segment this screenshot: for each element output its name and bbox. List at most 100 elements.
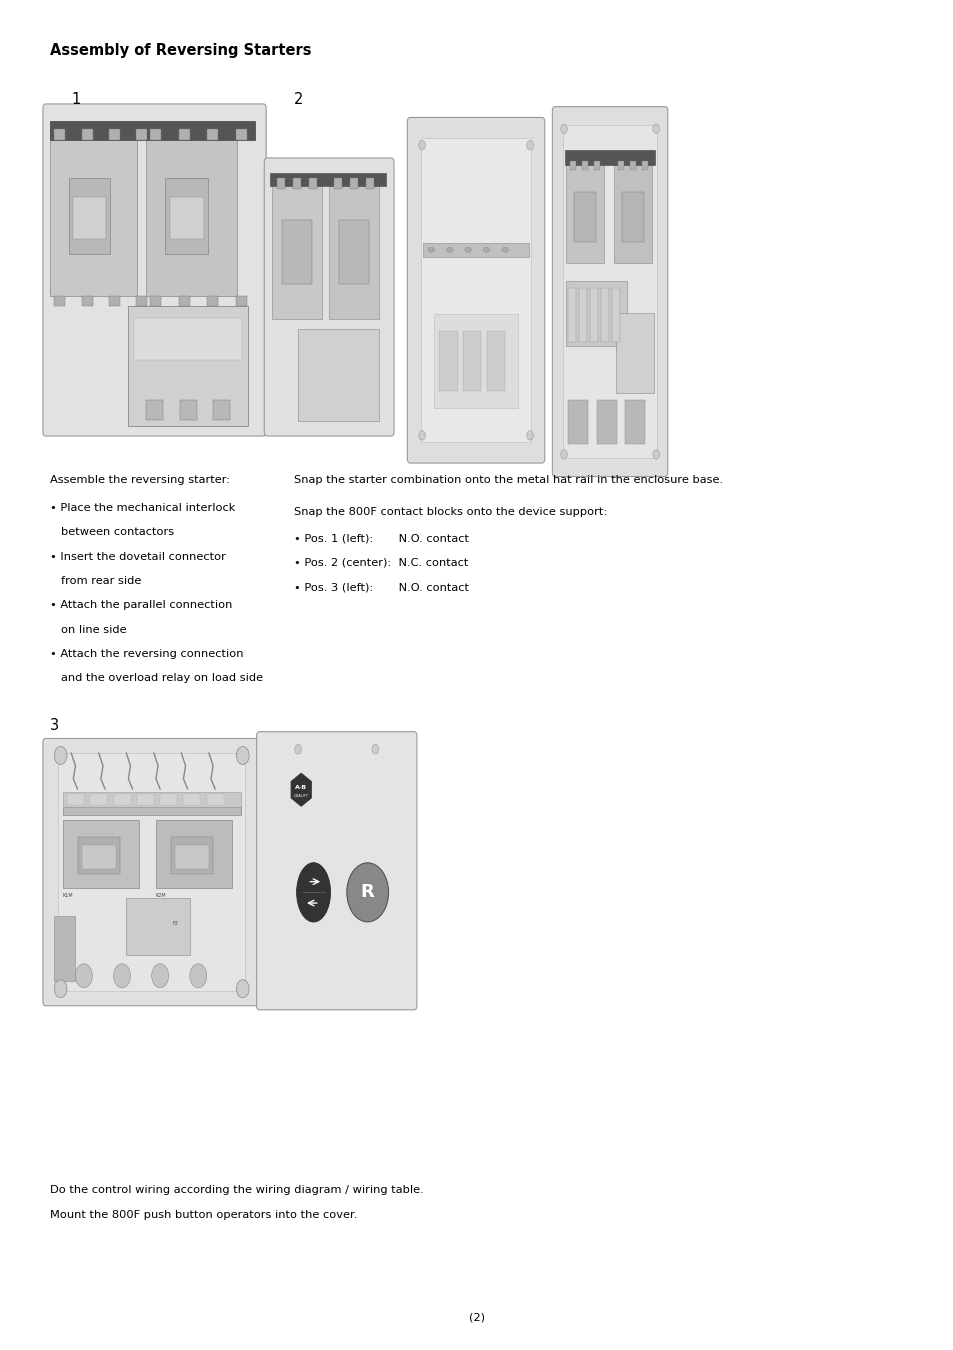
Bar [207,794,223,805]
Text: R: R [360,883,375,902]
Circle shape [652,124,659,134]
Bar [568,400,588,444]
Circle shape [372,744,378,755]
Bar [213,401,230,420]
Bar [282,220,312,284]
Bar [272,178,321,319]
Bar [621,192,643,243]
Bar [207,296,218,305]
Text: 2: 2 [294,92,303,107]
FancyBboxPatch shape [407,117,544,463]
Bar [578,288,586,343]
Ellipse shape [464,247,471,252]
Text: Snap the 800F contact blocks onto the device support:: Snap the 800F contact blocks onto the de… [294,506,606,517]
Circle shape [294,744,301,755]
Bar [67,794,84,805]
Text: Snap the starter combination onto the metal hat rail in the enclosure base.: Snap the starter combination onto the me… [294,475,722,485]
Circle shape [75,964,92,988]
Text: (2): (2) [469,1314,484,1323]
Circle shape [560,124,567,134]
Bar [78,837,120,875]
Bar [178,296,190,305]
Bar [235,130,247,140]
Bar [170,197,204,239]
Bar [51,127,137,296]
Bar [109,130,119,140]
Text: 3: 3 [50,718,59,733]
Bar [573,192,596,243]
Text: • Pos. 1 (left):       N.O. contact: • Pos. 1 (left): N.O. contact [294,533,468,544]
FancyBboxPatch shape [264,158,394,436]
Bar [150,130,161,140]
Bar [150,296,161,305]
Bar [562,126,657,458]
Circle shape [236,980,249,998]
Bar [235,296,247,305]
Bar [350,178,357,189]
Circle shape [526,140,533,150]
Bar [434,315,517,408]
Bar [82,296,92,305]
Circle shape [347,863,388,922]
Bar [82,845,116,869]
Bar [309,178,316,189]
Text: QUALITY: QUALITY [294,794,309,798]
Bar [178,130,190,140]
Bar [615,313,654,393]
Bar [276,178,285,189]
Bar [160,794,177,805]
Bar [174,845,209,869]
Text: F2: F2 [172,921,178,926]
Bar [438,331,457,392]
Text: from rear side: from rear side [61,576,141,586]
Bar [338,220,369,284]
Ellipse shape [428,247,435,252]
Bar [146,127,237,296]
Text: 1: 1 [71,92,81,107]
Bar [420,139,531,443]
Bar [180,401,196,420]
Circle shape [152,964,169,988]
Bar [564,150,655,165]
Bar [63,821,139,888]
Bar [69,178,110,254]
FancyBboxPatch shape [552,107,667,477]
Bar [171,837,213,875]
Bar [129,305,248,425]
Text: • Pos. 2 (center):  N.C. contact: • Pos. 2 (center): N.C. contact [294,558,468,568]
Bar [600,288,608,343]
Bar [207,130,218,140]
Circle shape [190,964,207,988]
Text: • Attach the reversing connection: • Attach the reversing connection [50,649,243,659]
Bar [486,331,504,392]
Bar [590,288,598,343]
Bar [365,178,374,189]
Bar [54,130,66,140]
Bar [597,400,616,444]
Bar [63,791,240,807]
Ellipse shape [296,863,331,922]
Bar [618,162,623,170]
Circle shape [54,747,67,764]
Bar [581,162,587,170]
Bar [297,329,378,421]
Text: • Attach the parallel connection: • Attach the parallel connection [50,601,232,610]
Bar [270,173,386,186]
Text: K2M: K2M [155,892,167,898]
Ellipse shape [446,247,453,252]
Bar [612,288,619,343]
Bar [135,296,147,305]
Bar [134,317,242,359]
Text: • Insert the dovetail connector: • Insert the dovetail connector [50,552,225,562]
Bar [569,162,576,170]
Ellipse shape [483,247,489,252]
Text: Do the control wiring according the wiring diagram / wiring table.: Do the control wiring according the wiri… [50,1185,423,1195]
Circle shape [236,747,249,764]
Text: A·B: A·B [294,784,307,790]
Bar [58,753,245,991]
Bar [113,794,131,805]
Text: • Place the mechanical interlock: • Place the mechanical interlock [50,504,234,513]
Bar [126,898,190,954]
Bar [329,178,378,319]
Circle shape [418,140,425,150]
